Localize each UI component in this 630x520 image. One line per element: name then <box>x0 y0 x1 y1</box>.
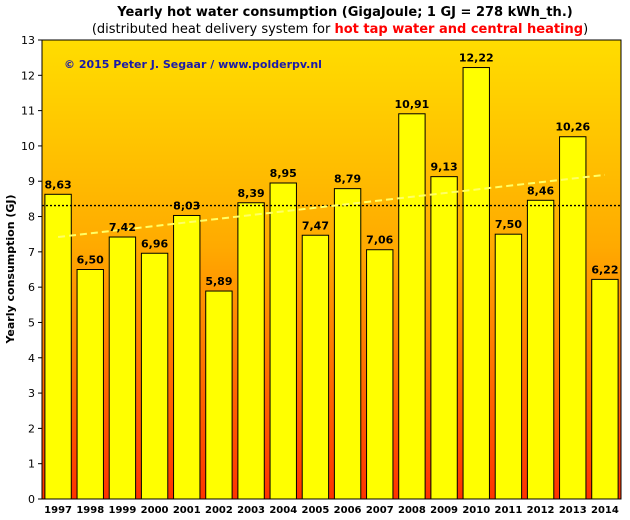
x-tick-label-2009: 2009 <box>430 505 458 516</box>
value-label-2013: 10,26 <box>555 121 590 134</box>
y-tick-label: 8 <box>28 211 35 224</box>
plot-area <box>41 39 622 500</box>
value-label-2008: 10,91 <box>395 98 430 111</box>
value-label-2007: 7,06 <box>366 234 393 247</box>
value-label-2006: 8,79 <box>334 173 361 186</box>
bar-2005 <box>301 234 330 500</box>
lines-group <box>42 173 621 239</box>
x-tick-label-1999: 1999 <box>108 505 136 516</box>
chart-subtitle: (distributed heat delivery system for ho… <box>92 22 588 37</box>
bar-2001 <box>173 214 201 500</box>
value-label-2005: 7,47 <box>302 219 329 232</box>
y-tick-label: 11 <box>21 105 35 118</box>
chart-title: Yearly hot water consumption (GigaJoule;… <box>116 5 572 20</box>
subtitle-suffix: ) <box>583 22 588 37</box>
value-label-2012: 8,46 <box>527 184 554 197</box>
value-label-2000: 6,96 <box>141 237 168 250</box>
subtitle-prefix: (distributed heat delivery system for <box>92 22 335 37</box>
value-labels-group: 8,63 6,50 7,42 6,96 8,03 5,89 8,39 8,95 7,47 8,79… <box>45 52 619 288</box>
x-tick-label-1997: 1997 <box>44 505 72 516</box>
bar-2013 <box>559 136 587 500</box>
bar-2003 <box>237 202 265 500</box>
value-label-2003: 8,39 <box>238 187 265 200</box>
y-tick-label: 4 <box>28 352 35 365</box>
x-tick-label-2000: 2000 <box>141 505 169 516</box>
x-tick-label-2010: 2010 <box>462 505 490 516</box>
x-tick-label-2012: 2012 <box>527 505 555 516</box>
x-tick-label-2014: 2014 <box>591 505 619 516</box>
value-label-2014: 6,22 <box>591 263 618 276</box>
bar-1999 <box>108 236 137 500</box>
y-axis-label: Yearly consumption (GJ) <box>4 194 17 344</box>
bar-1998 <box>76 269 104 500</box>
bar-2007 <box>366 249 394 500</box>
bar-1997 <box>44 193 72 500</box>
y-tick-label: 5 <box>28 316 35 329</box>
bar-2002 <box>205 290 233 500</box>
y-tick-label: 9 <box>28 175 35 188</box>
value-label-2001: 8,03 <box>173 199 200 212</box>
bar-2008 <box>398 113 426 500</box>
x-tick-label-2007: 2007 <box>366 505 394 516</box>
bar-2009 <box>430 176 458 500</box>
bar-2012 <box>526 199 555 500</box>
bar-2014 <box>591 278 619 500</box>
value-label-2009: 9,13 <box>431 161 458 174</box>
x-tick-label-2004: 2004 <box>269 505 297 516</box>
bar-2000 <box>140 252 169 500</box>
x-tick-label-1998: 1998 <box>76 505 104 516</box>
y-tick-label: 3 <box>28 387 35 400</box>
trend-line <box>57 173 606 239</box>
x-tick-label-2006: 2006 <box>334 505 362 516</box>
value-label-2002: 5,89 <box>205 275 232 288</box>
x-axis: 1997 1998 1999 2000 2001 2002 2003 2004 2005 2006… <box>44 505 619 516</box>
value-label-2004: 8,95 <box>270 167 297 180</box>
value-label-2010: 12,22 <box>459 52 494 65</box>
bar-2010 <box>462 67 490 500</box>
x-tick-label-2013: 2013 <box>559 505 587 516</box>
bars-group <box>44 67 619 500</box>
bar-2011 <box>494 233 523 500</box>
copyright-note: © 2015 Peter J. Segaar / www.polderpv.nl <box>64 58 322 71</box>
subtitle-highlight: hot tap water and central heating <box>334 22 583 37</box>
value-label-2011: 7,50 <box>495 218 522 231</box>
y-tick-label: 1 <box>28 458 35 471</box>
y-tick-label: 7 <box>28 246 35 259</box>
y-tick-label: 2 <box>28 422 35 435</box>
bar-2004 <box>269 182 297 500</box>
x-tick-label-2002: 2002 <box>205 505 233 516</box>
x-tick-label-2008: 2008 <box>398 505 426 516</box>
y-tick-label: 6 <box>28 281 35 294</box>
y-tick-label: 12 <box>21 69 35 82</box>
x-tick-label-2011: 2011 <box>494 505 522 516</box>
value-label-1998: 6,50 <box>77 254 104 267</box>
value-label-1999: 7,42 <box>109 221 136 234</box>
y-tick-label: 0 <box>28 493 35 506</box>
x-tick-label-2001: 2001 <box>173 505 201 516</box>
x-tick-label-2005: 2005 <box>301 505 329 516</box>
value-label-1997: 8,63 <box>45 178 72 191</box>
x-tick-label-2003: 2003 <box>237 505 265 516</box>
y-tick-label: 13 <box>21 34 35 47</box>
bar-2006 <box>333 188 362 500</box>
y-tick-label: 10 <box>21 140 35 153</box>
